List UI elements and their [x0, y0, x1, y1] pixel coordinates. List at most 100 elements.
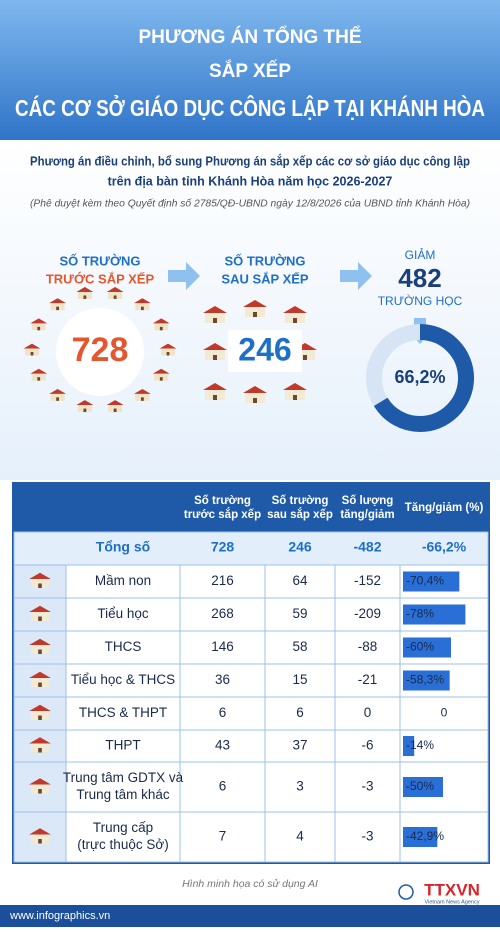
percent-label: -58,3% [406, 673, 444, 687]
cell-value: 216 [211, 573, 234, 588]
column-header: Tăng/giảm (%) [405, 502, 484, 514]
school-icon [30, 352, 34, 356]
school-icon [29, 778, 51, 785]
row-name: Trung cấp [93, 820, 153, 835]
cell-value: -3 [361, 829, 373, 844]
column-header: Số lượng [342, 495, 394, 507]
summary-label: GIẢM [405, 247, 436, 262]
cell-value: -3 [361, 779, 373, 794]
title: PHƯƠNG ÁN TỔNG THỂ [138, 26, 361, 48]
school-icon [213, 318, 217, 323]
column-header: trước sắp xếp [184, 508, 261, 521]
table-cell [65, 761, 181, 813]
cell-value: 146 [211, 639, 234, 654]
school-icon [106, 287, 124, 292]
school-icon [56, 397, 60, 401]
school-icon [293, 318, 297, 323]
table-cell [264, 761, 336, 813]
footer-bar [0, 905, 500, 927]
school-icon [152, 318, 170, 324]
title: CÁC CƠ SỞ GIÁO DỤC CÔNG LẬP TẠI KHÁNH HÒ… [15, 93, 485, 121]
number-circle [56, 308, 144, 396]
cell-value: 15 [292, 672, 307, 687]
summary-label: TRƯỜNG HỌC [378, 293, 463, 308]
percent-bar [403, 571, 460, 592]
school-icon [29, 605, 51, 612]
logo: TTXVN [424, 880, 480, 899]
school-icon [113, 295, 117, 299]
school-icon [38, 748, 42, 753]
school-icon [23, 343, 41, 349]
cell-value: 59 [292, 606, 307, 621]
table-cell [264, 564, 336, 599]
cell-value: -21 [358, 672, 378, 687]
school-icon [303, 355, 307, 360]
cell-value: -209 [354, 606, 381, 621]
cell-value: -88 [358, 639, 378, 654]
school-icon [213, 355, 217, 360]
summary-label: SỐ TRƯỜNG [224, 253, 305, 268]
table-cell [65, 630, 181, 665]
school-icon [29, 704, 51, 711]
percent-label: 0 [441, 706, 448, 720]
table-cell [399, 729, 489, 763]
percent-bar [403, 670, 450, 691]
table-cell [399, 696, 489, 731]
column-header: tăng/giảm [340, 509, 394, 521]
school-icon [38, 649, 42, 654]
cell-value: 268 [211, 606, 234, 621]
school-icon [38, 616, 42, 621]
school-icon [159, 326, 163, 331]
row-name: THCS [105, 639, 142, 654]
table-cell [264, 663, 336, 698]
intro-text: Phương án điều chỉnh, bổ sung Phương án … [30, 153, 470, 168]
column-header: sau sắp xếp [267, 508, 333, 521]
table-cell [179, 663, 266, 698]
school-icon [253, 312, 257, 317]
cell-value: 58 [292, 639, 307, 654]
school-icon [293, 395, 297, 400]
cell-value: 0 [364, 705, 372, 720]
school-icon [133, 388, 151, 394]
school-icon [253, 398, 257, 403]
cell-value: 37 [292, 738, 307, 753]
intro-note: (Phê duyệt kèm theo Quyết định số 2785/Q… [30, 198, 470, 210]
table-cell [264, 597, 336, 632]
table-cell [13, 531, 489, 566]
footer-note: Hình minh họa có sử dụng AI [182, 878, 318, 890]
table-cell [179, 729, 266, 763]
logo-globe [398, 884, 414, 900]
cell-value: 6 [219, 705, 227, 720]
table-cell [179, 811, 266, 863]
row-name: Mầm non [95, 573, 151, 588]
row-name: Tổng số [96, 539, 151, 555]
table-cell [264, 630, 336, 665]
table-cell [179, 564, 266, 599]
school-icon [49, 298, 67, 304]
school-icon [213, 395, 217, 400]
percent-label: -78% [406, 607, 434, 621]
school-icon [38, 789, 42, 794]
school-icon [37, 326, 41, 331]
school-icon [83, 295, 87, 299]
summary-label: SAU SẮP XẾP [221, 271, 309, 286]
arrow [340, 262, 372, 290]
percent-bar [403, 736, 415, 756]
school-icon [166, 352, 170, 356]
donut-label: 66,2% [394, 367, 445, 387]
cell-value: 43 [215, 738, 230, 753]
cell-value: -66,2% [422, 539, 467, 555]
table-cell [334, 761, 401, 813]
header-band [0, 0, 500, 140]
school-icon [38, 715, 42, 720]
school-icon [243, 386, 267, 393]
cell-value: 6 [219, 779, 227, 794]
table-cell [334, 630, 401, 665]
percent-label: -14% [406, 738, 434, 752]
summary-value: 728 [72, 331, 129, 369]
title: SẮP XẾP [209, 60, 291, 82]
percent-label: -42,9% [406, 829, 444, 843]
intro-text: trên địa bàn tỉnh Khánh Hòa năm học 2026… [108, 174, 393, 188]
school-icon [140, 397, 144, 401]
